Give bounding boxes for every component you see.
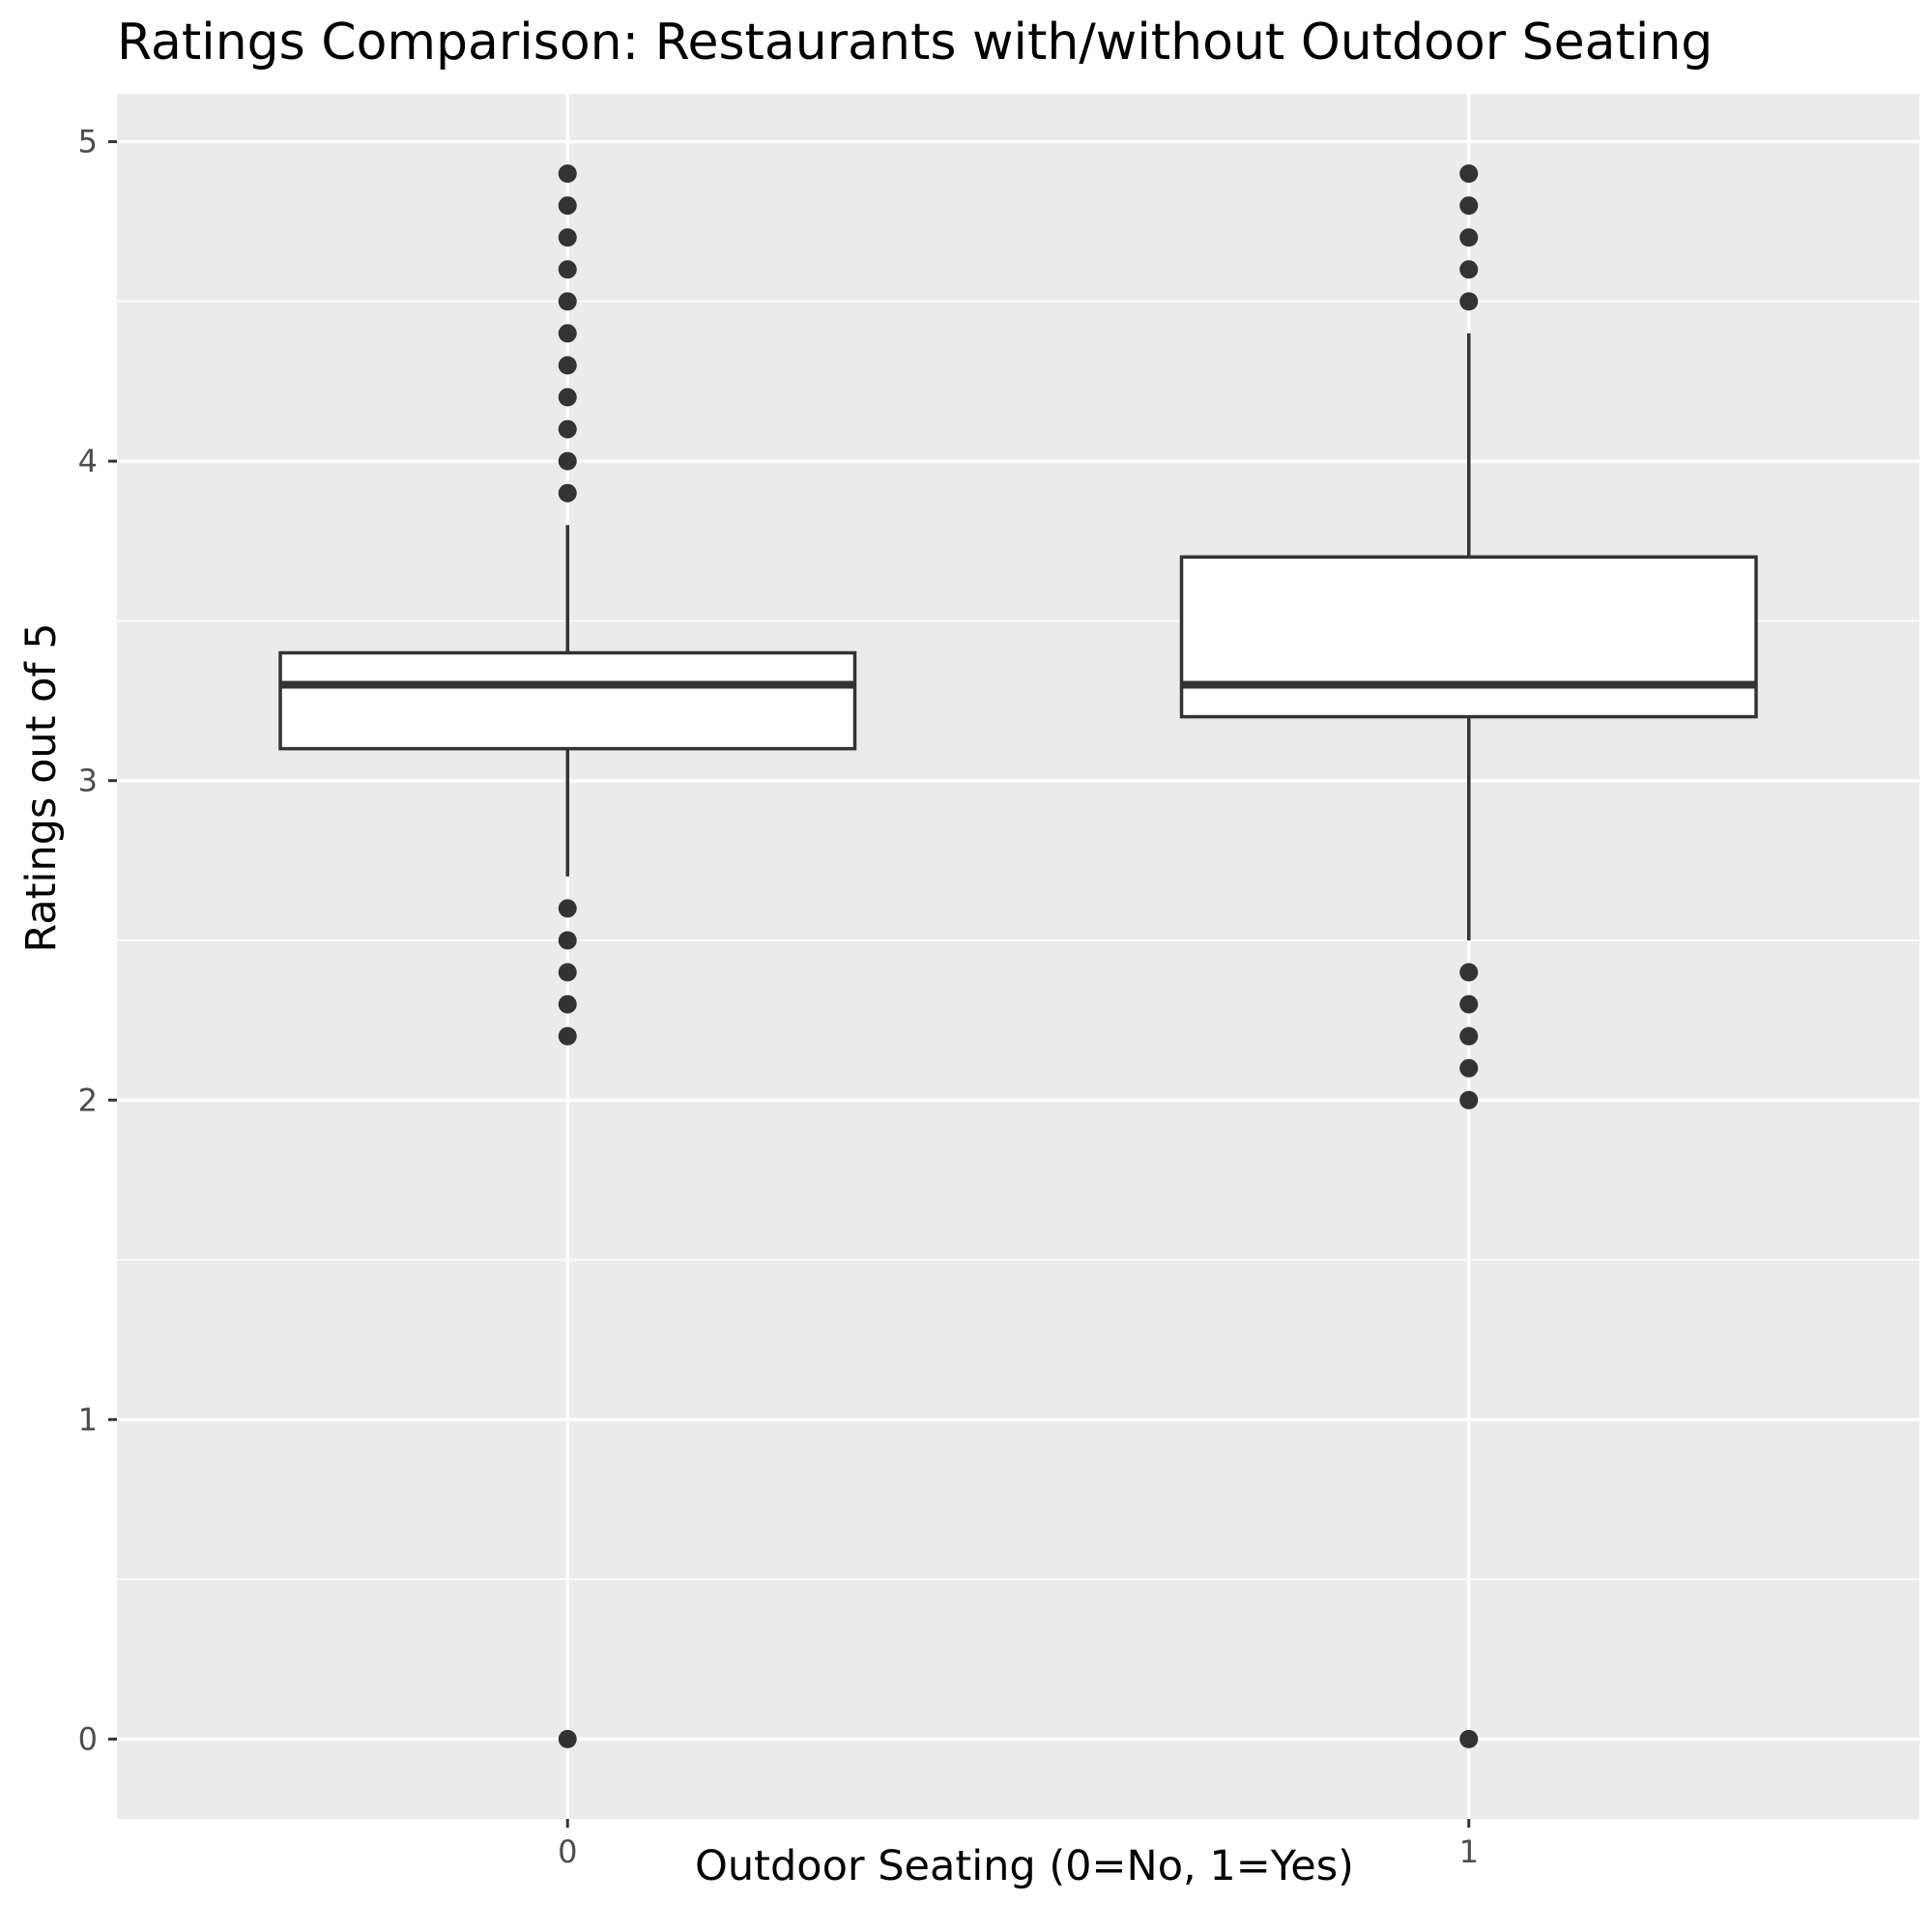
outlier-point [1459, 1058, 1479, 1078]
outlier-point [558, 995, 577, 1014]
outlier-point [1459, 1026, 1479, 1046]
outlier-point [558, 324, 577, 343]
outlier-point [1459, 995, 1479, 1014]
outlier-point [1459, 164, 1479, 184]
y-axis-label: Ratings out of 5 [17, 622, 66, 953]
outlier-point [558, 899, 577, 918]
outlier-point [558, 260, 577, 279]
outlier-point [558, 931, 577, 950]
x-tick-label: 1 [1459, 1833, 1479, 1870]
outlier-point [558, 292, 577, 311]
outlier-point [558, 356, 577, 375]
outlier-point [1459, 228, 1479, 247]
y-tick-label: 5 [78, 124, 98, 160]
outlier-point [558, 963, 577, 982]
y-tick-label: 1 [78, 1401, 98, 1438]
outlier-point [558, 1026, 577, 1046]
y-tick-label: 2 [78, 1081, 98, 1118]
y-tick-label: 0 [78, 1720, 98, 1757]
x-tick-label: 0 [558, 1833, 577, 1870]
outlier-point [1459, 1729, 1479, 1748]
outlier-point [558, 388, 577, 407]
outlier-point [1459, 1090, 1479, 1110]
box-iqr [1179, 555, 1758, 719]
y-tick-label: 3 [78, 763, 98, 799]
outlier-point [1459, 963, 1479, 982]
chart-title: Ratings Comparison: Restaurants with/wit… [117, 14, 1714, 72]
x-axis-label: Outdoor Seating (0=No, 1=Yes) [695, 1842, 1354, 1890]
outlier-point [558, 483, 577, 503]
box-iqr [278, 650, 857, 751]
outlier-point [558, 419, 577, 439]
outlier-point [558, 228, 577, 247]
outlier-point [1459, 260, 1479, 279]
outlier-point [558, 451, 577, 471]
y-tick-label: 4 [78, 443, 98, 479]
outlier-point [558, 1729, 577, 1748]
outlier-point [558, 196, 577, 216]
outlier-point [558, 164, 577, 184]
outlier-point [1459, 292, 1479, 311]
outlier-point [1459, 196, 1479, 216]
plot-panel [117, 94, 1919, 1819]
